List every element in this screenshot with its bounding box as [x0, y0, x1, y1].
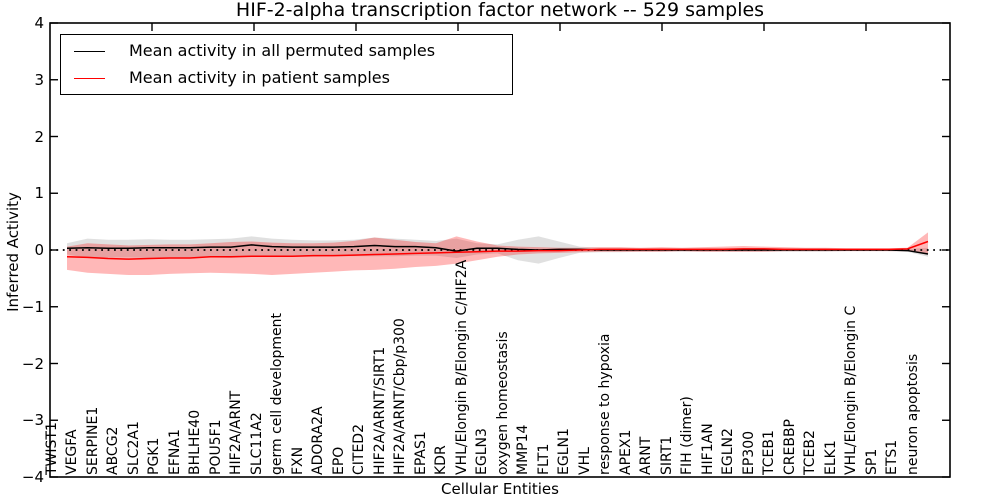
x-tick-label: SP1 — [863, 448, 880, 475]
y-tick-label: −2 — [21, 354, 44, 373]
x-tick-label: ELK1 — [822, 440, 839, 475]
x-tick-label: EFNA1 — [166, 429, 183, 475]
x-tick-label: oxygen homeostasis — [494, 331, 511, 475]
x-tick-label: KDR — [433, 445, 449, 475]
x-tick-label: SLC2A1 — [125, 421, 142, 475]
x-tick-label: TCEB1 — [761, 430, 777, 475]
y-tick-label: 0 — [34, 241, 44, 259]
y-tick-label: 1 — [34, 184, 44, 203]
y-tick-label: 4 — [34, 14, 44, 32]
x-tick-label: CREBBP — [781, 419, 798, 475]
x-tick-label: FLT1 — [535, 443, 552, 475]
x-tick-label: VEGFA — [64, 429, 80, 475]
x-tick-label: EPAS1 — [412, 431, 429, 475]
x-tick-label: APEX1 — [617, 429, 634, 475]
x-tick-label: POU5F1 — [207, 419, 224, 475]
legend-line-swatch-patient — [74, 77, 105, 79]
x-tick-label: EGLN2 — [720, 428, 736, 475]
x-tick-label: HIF2A/ARNT/Cbp/p300 — [392, 318, 408, 475]
x-axis-label: Cellular Entities — [441, 480, 559, 498]
y-tick-label: −3 — [21, 411, 44, 430]
x-tick-label: HIF2A/ARNT/SIRT1 — [371, 346, 388, 475]
x-tick-label: VHL/Elongin B/Elongin C/HIF2A — [453, 259, 470, 475]
x-tick-label: VHL/Elongin B/Elongin C — [843, 305, 859, 475]
x-tick-label: ARNT — [638, 436, 654, 475]
legend-item: Mean activity in all permuted samples — [74, 41, 512, 61]
uncertainty-band — [67, 232, 928, 275]
x-tick-label: response to hypoxia — [597, 333, 613, 475]
mean-line — [66, 240, 929, 260]
y-tick-label: −4 — [21, 468, 44, 486]
legend-line-swatch-permuted — [74, 50, 105, 52]
y-tick-label: −1 — [21, 297, 44, 316]
x-tick-label: EGLN3 — [474, 428, 490, 475]
x-tick-label: ETS1 — [884, 439, 900, 475]
x-tick-label: SERPINE1 — [84, 406, 101, 475]
x-tick-label: germ cell development — [269, 313, 285, 475]
x-tick-label: VHL — [576, 447, 593, 475]
x-tick-label: FXN — [289, 446, 306, 475]
x-tick-label: neuron apoptosis — [904, 353, 921, 475]
x-tick-label: BHLHE40 — [187, 409, 203, 475]
legend: Mean activity in all permuted samples Me… — [60, 34, 513, 95]
chart-title: HIF-2-alpha transcription factor network… — [235, 0, 765, 21]
x-tick-label: MMP14 — [515, 424, 531, 475]
x-tick-label: HIF2A/ARNT — [228, 390, 244, 475]
y-tick-label: 3 — [34, 70, 44, 89]
x-tick-label: TCEB2 — [802, 430, 818, 475]
x-tick-label: CITED2 — [351, 424, 367, 475]
x-tick-label: SLC11A2 — [248, 412, 265, 475]
x-tick-label: FIH (dimer) — [679, 396, 695, 475]
legend-label: Mean activity in all permuted samples — [129, 41, 436, 60]
x-tick-label: EP300 — [740, 430, 757, 475]
legend-label: Mean activity in patient samples — [129, 68, 390, 87]
x-tick-label: EGLN1 — [556, 428, 572, 475]
x-tick-label: ABCG2 — [105, 426, 121, 475]
x-tick-label: ADORA2A — [310, 406, 326, 475]
x-tick-label: HIF1AN — [699, 423, 716, 475]
x-tick-label: TWIST1 — [43, 422, 60, 475]
x-tick-label: EPO — [330, 446, 347, 475]
legend-item: Mean activity in patient samples — [74, 68, 512, 88]
x-tick-label: SIRT1 — [658, 435, 675, 475]
y-tick-label: 2 — [34, 127, 44, 146]
x-tick-label: PGK1 — [146, 437, 162, 475]
